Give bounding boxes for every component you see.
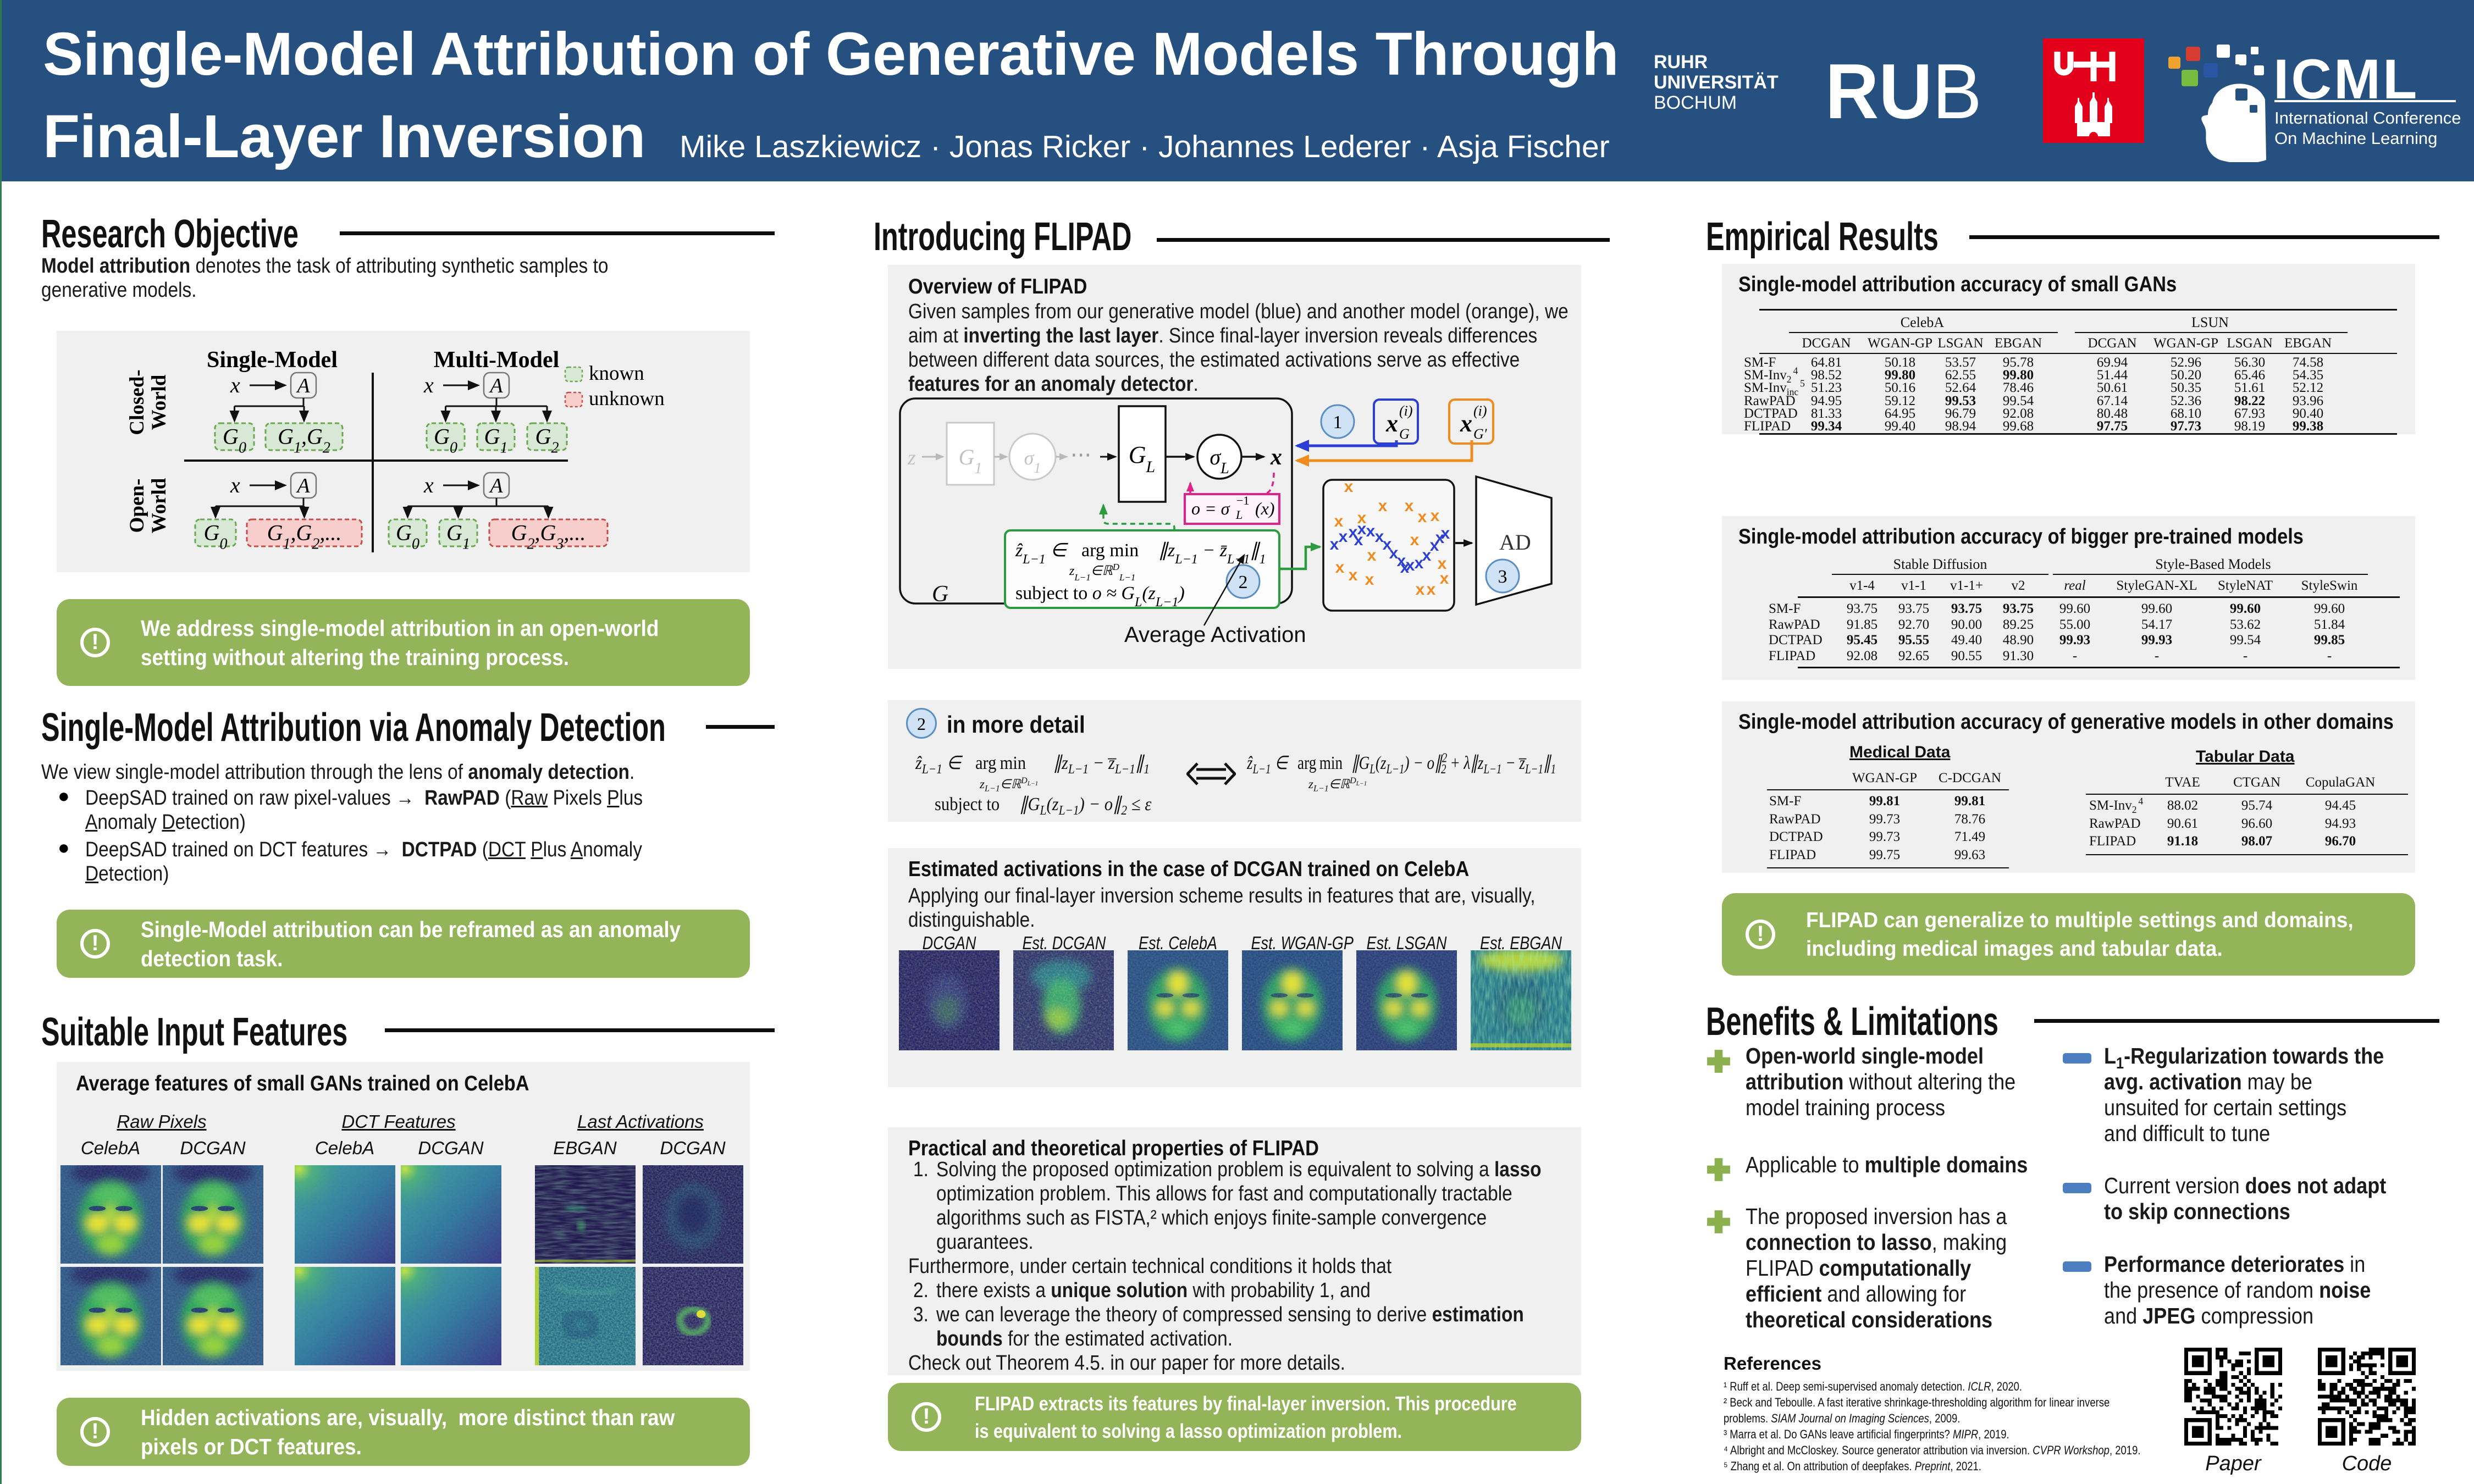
- svg-text:L: L: [1235, 508, 1242, 522]
- svg-text:⋅⋅⋅: ⋅⋅⋅: [1070, 443, 1091, 468]
- svg-text:known: known: [589, 362, 644, 385]
- svg-text:z: z: [907, 446, 916, 469]
- svg-text:x: x: [1389, 544, 1399, 562]
- svg-text:x: x: [1427, 580, 1436, 599]
- svg-text:x: x: [1367, 546, 1377, 564]
- svg-text:x: x: [1422, 546, 1432, 564]
- svg-text:o = σ: o = σ: [1191, 499, 1230, 518]
- svg-text:2: 2: [1239, 572, 1248, 593]
- svg-text:(i): (i): [1399, 403, 1413, 419]
- svg-text:x: x: [1357, 509, 1367, 527]
- svg-text:G: G: [932, 582, 948, 607]
- svg-text:x: x: [1378, 497, 1388, 515]
- svg-text:x: x: [1400, 558, 1410, 577]
- svg-text:x: x: [1405, 497, 1414, 515]
- svg-text:x: x: [1415, 554, 1424, 572]
- svg-text:x: x: [1416, 580, 1425, 599]
- svg-text:A: A: [488, 374, 503, 397]
- svg-text:x: x: [1460, 410, 1472, 437]
- svg-text:arg min: arg min: [1081, 540, 1139, 561]
- svg-text:x: x: [1431, 507, 1440, 525]
- svg-text:x: x: [1270, 445, 1282, 470]
- svg-text:x: x: [1335, 558, 1345, 577]
- svg-text:Average Activation: Average Activation: [1124, 623, 1306, 647]
- svg-text:3: 3: [1498, 567, 1507, 587]
- svg-text:x: x: [1406, 556, 1415, 574]
- svg-text:AD: AD: [1499, 530, 1531, 555]
- svg-text:G2,G3,...: G2,G3,...: [511, 520, 586, 553]
- svg-text:(x): (x): [1255, 499, 1275, 518]
- svg-text:World: World: [148, 478, 170, 533]
- svg-text:x: x: [1375, 528, 1384, 546]
- svg-text:x: x: [423, 373, 434, 397]
- svg-text:x: x: [1365, 571, 1374, 589]
- svg-text:x: x: [1366, 522, 1376, 540]
- svg-text:A: A: [488, 474, 503, 497]
- svg-text:x: x: [1354, 531, 1363, 549]
- svg-text:x: x: [423, 473, 434, 497]
- svg-text:x: x: [1334, 512, 1344, 530]
- svg-text:x: x: [1397, 552, 1406, 570]
- svg-text:x: x: [1330, 535, 1339, 553]
- svg-text:x: x: [1410, 531, 1420, 549]
- svg-text:Closed-: Closed-: [126, 369, 148, 435]
- svg-text:x: x: [1418, 508, 1427, 526]
- svg-text:x: x: [1430, 536, 1439, 555]
- svg-text:x: x: [1344, 478, 1354, 496]
- svg-text:x: x: [1440, 569, 1449, 588]
- svg-text:A: A: [295, 474, 310, 497]
- svg-text:1: 1: [1333, 412, 1343, 433]
- svg-text:(i): (i): [1473, 403, 1487, 419]
- svg-text:x: x: [1349, 566, 1358, 584]
- svg-text:x: x: [230, 373, 240, 397]
- svg-text:x: x: [1349, 523, 1358, 541]
- svg-text:Single-Model: Single-Model: [207, 347, 338, 373]
- svg-text:x: x: [1339, 528, 1348, 546]
- svg-text:G1,G2: G1,G2: [278, 424, 330, 457]
- svg-text:x: x: [1383, 535, 1392, 553]
- svg-text:G: G: [1399, 426, 1410, 442]
- svg-text:x: x: [1435, 529, 1445, 547]
- svg-text:unknown: unknown: [589, 387, 665, 410]
- svg-text:x: x: [1438, 555, 1447, 573]
- svg-text:x: x: [1385, 410, 1398, 437]
- svg-text:x: x: [230, 473, 240, 497]
- svg-text:G′: G′: [1473, 426, 1487, 442]
- svg-text:x: x: [1357, 520, 1367, 538]
- svg-text:−1: −1: [1236, 494, 1249, 507]
- svg-text:Multi-Model: Multi-Model: [434, 347, 560, 373]
- svg-text:A: A: [295, 374, 310, 397]
- svg-text:Open-: Open-: [126, 479, 148, 533]
- svg-text:World: World: [148, 374, 170, 430]
- svg-text:G1,G2,...: G1,G2,...: [267, 520, 342, 553]
- svg-text:x: x: [1441, 524, 1450, 542]
